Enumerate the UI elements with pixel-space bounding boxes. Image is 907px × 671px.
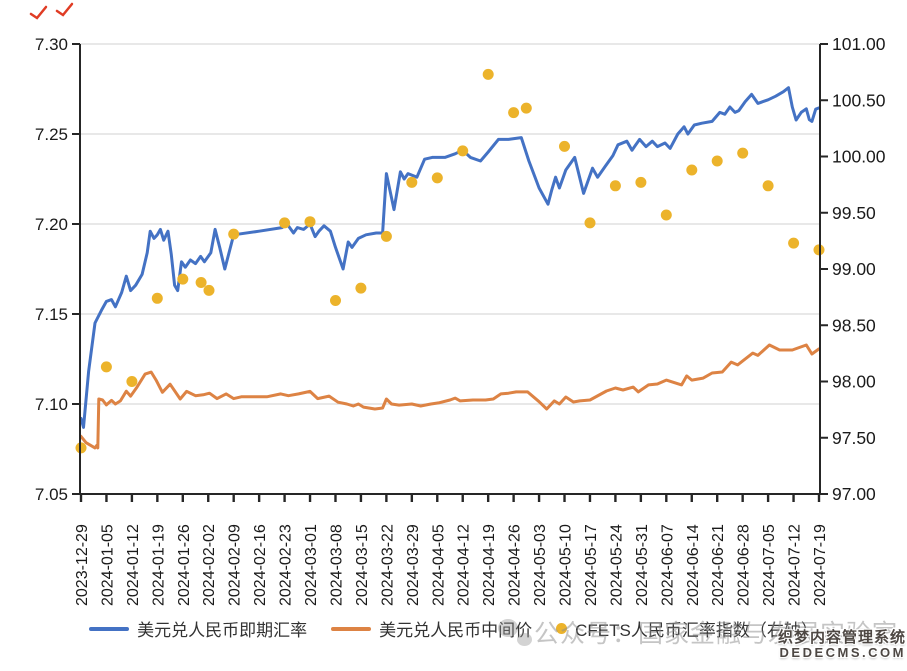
cfets-data-point [431, 172, 443, 184]
x-axis-tick-label: 2024-04-19 [481, 524, 498, 606]
x-axis-tick-label: 2024-02-23 [278, 524, 295, 606]
axes [72, 43, 828, 502]
cfets-data-point [355, 282, 367, 294]
cfets-data-point [457, 145, 469, 157]
cfets-data-point [609, 180, 621, 192]
legend-item-cfets-index: CFETS人民币汇率指数（右轴） [556, 616, 818, 641]
cfets-data-point [584, 217, 596, 229]
x-axis-tick-label: 2024-05-24 [608, 524, 625, 606]
x-axis-tick-label: 2024-07-05 [761, 524, 778, 606]
y-axis-tick-label: 7.20 [35, 215, 68, 234]
cfets-data-point [126, 376, 138, 387]
cfets-data-point [788, 237, 800, 249]
cfets-data-point [737, 147, 749, 159]
cfets-data-point [380, 230, 392, 242]
x-axis-tick-label: 2024-04-12 [456, 524, 473, 606]
x-axis-tick-label: 2024-07-19 [812, 524, 829, 606]
cfets-data-point [279, 217, 291, 229]
x-axis-tick-label: 2024-05-31 [634, 524, 651, 606]
cfets-data-point [304, 216, 316, 228]
x-axis-tick-label: 2024-05-10 [558, 524, 575, 606]
x-axis-tick-label: 2024-01-05 [99, 524, 116, 606]
red-marks [29, 2, 74, 20]
cfets-data-point [660, 209, 672, 221]
cfets-data-point [520, 102, 532, 114]
x-axis-tick-label: 2024-02-09 [227, 524, 244, 606]
right-axis-tick-label: 97.00 [832, 484, 876, 504]
y-axis-tick-label: 7.10 [35, 395, 68, 414]
x-axis-tick-label: 2024-06-14 [685, 524, 702, 606]
x-axis-tick-label: 2024-06-28 [736, 524, 753, 606]
right-axis-tick-label: 98.00 [832, 372, 876, 392]
cfets-data-point [635, 176, 647, 188]
gridlines [80, 43, 820, 405]
x-axis-tick-label: 2024-06-07 [659, 524, 676, 606]
legend-item-central-parity: 美元兑人民币中间价 [331, 616, 532, 641]
x-axis-tick-label: 2024-03-15 [354, 524, 371, 606]
right-axis-tick-label: 99.00 [832, 259, 876, 279]
y-axis-tick-label: 7.05 [35, 485, 68, 504]
cfets-data-point [330, 295, 341, 306]
x-axis-tick-label: 2024-05-03 [532, 524, 549, 606]
x-axis-tick-label: 2024-07-12 [787, 524, 804, 606]
cfets-data-point [762, 180, 774, 192]
right-axis-tick-label: 97.50 [832, 428, 876, 448]
cfets-data-point [686, 164, 698, 176]
legend-item-spot-rate: 美元兑人民币即期汇率 [89, 616, 307, 641]
cfets-dot-swatch [556, 623, 568, 634]
cfets-data-point [100, 361, 112, 373]
chart-legend: 美元兑人民币即期汇率 美元兑人民币中间价 CFETS人民币汇率指数（右轴） [0, 616, 907, 641]
x-axis-tick-label: 2024-05-17 [583, 524, 600, 606]
axis-tick-labels: 7.30 7.25 7.20 7.15 7.10 7.05 101.00 100.50 100.… [35, 34, 886, 606]
cfets-data-point [151, 292, 163, 304]
x-axis-tick-label: 2024-02-16 [252, 524, 269, 606]
x-axis-tick-label: 2023-12-29 [74, 524, 91, 606]
cfets-data-point [228, 228, 240, 240]
cfets-data-point [711, 155, 723, 167]
spot-rate-line-swatch [89, 626, 130, 631]
x-axis-tick-label: 2024-04-05 [430, 524, 447, 606]
x-axis-tick-label: 2024-06-21 [710, 524, 727, 606]
cfets-data-point [482, 68, 494, 80]
cfets-data-point [508, 107, 520, 119]
x-axis-tick-label: 2024-03-01 [303, 524, 320, 606]
data-series [75, 68, 825, 454]
cfets-data-point [203, 284, 215, 296]
x-axis-tick-label: 2024-03-29 [405, 524, 422, 606]
cfets-data-point [195, 277, 207, 288]
right-axis-tick-label: 100.00 [832, 147, 886, 167]
x-axis-tick-label: 2024-04-26 [507, 524, 524, 606]
cfets-data-point [177, 273, 189, 285]
y-axis-tick-label: 7.30 [35, 35, 68, 54]
legend-label-central-parity: 美元兑人民币中间价 [379, 621, 533, 640]
y-axis-tick-label: 7.15 [35, 305, 68, 324]
x-axis-tick-label: 2024-01-26 [176, 524, 193, 606]
series-line-0 [79, 86, 821, 429]
cfets-data-point [559, 140, 570, 152]
x-axis-tick-label: 2024-03-08 [328, 524, 345, 606]
x-axis-tick-label: 2024-02-02 [201, 524, 218, 606]
y-axis-tick-label: 7.25 [35, 125, 68, 144]
x-axis-tick-label: 2024-01-19 [150, 524, 167, 606]
series-line-1 [79, 343, 821, 450]
legend-label-cfets-index: CFETS人民币汇率指数（右轴） [575, 621, 818, 640]
legend-label-spot-rate: 美元兑人民币即期汇率 [137, 621, 308, 640]
right-axis-tick-label: 100.50 [832, 90, 886, 110]
central-parity-line-swatch [331, 626, 372, 631]
right-axis-tick-label: 98.50 [832, 315, 876, 335]
x-axis-tick-label: 2024-01-12 [125, 524, 142, 606]
right-axis-tick-label: 99.50 [832, 203, 876, 223]
cfets-data-point [406, 176, 418, 188]
x-axis-tick-label: 2024-03-22 [379, 524, 396, 606]
right-axis-tick-label: 101.00 [832, 34, 886, 54]
